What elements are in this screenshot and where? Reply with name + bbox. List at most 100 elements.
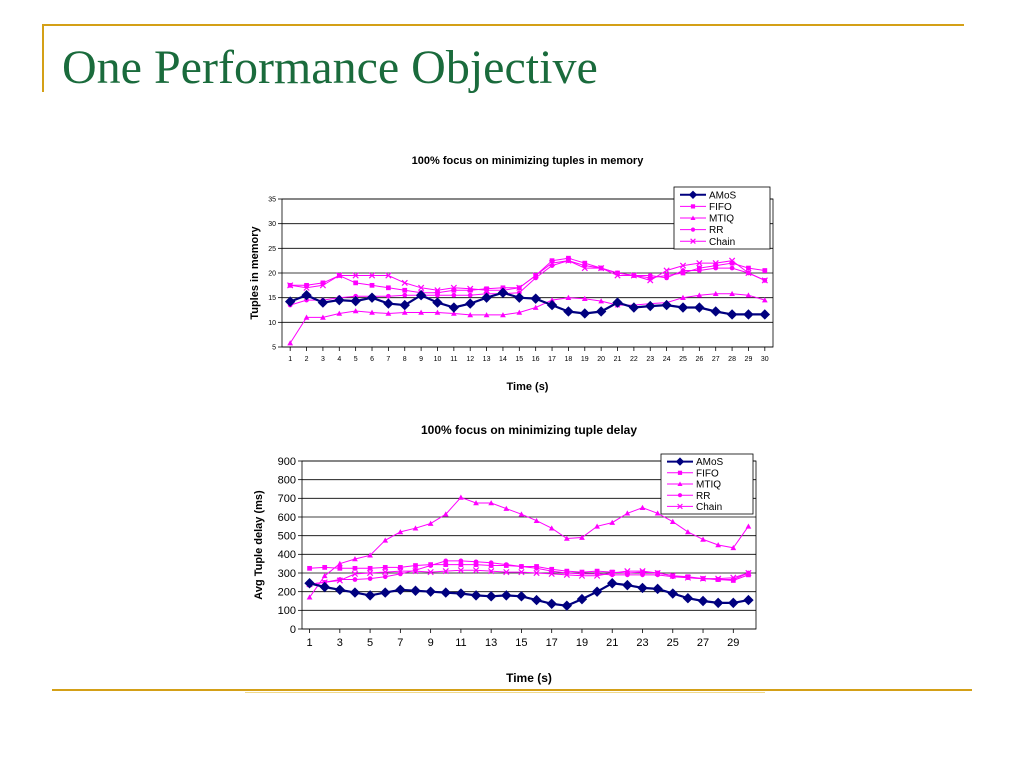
point-amos: [682, 592, 694, 604]
point-amos: [661, 299, 672, 311]
point-mtiq: [336, 310, 343, 316]
chart-tuple-delay: 100% focus on minimizing tuple delay 0 100…: [253, 423, 757, 685]
point-rr: [647, 273, 653, 278]
point-fifo: [549, 258, 555, 264]
x-axis-label: Time (s): [506, 671, 552, 685]
point-rr: [473, 559, 479, 565]
point-mtiq: [401, 309, 408, 315]
point-chain: [351, 570, 359, 578]
point-chain: [368, 272, 376, 279]
legend-marker-mtiq: [690, 215, 696, 221]
y-tick-label: 25: [268, 246, 276, 253]
point-amos: [694, 302, 705, 313]
point-mtiq: [696, 292, 703, 298]
point-amos: [485, 591, 497, 602]
point-amos: [366, 292, 378, 303]
point-amos: [726, 309, 738, 320]
point-fifo: [680, 270, 686, 276]
series-chain: [306, 567, 752, 588]
point-fifo: [640, 569, 645, 575]
point-chain: [533, 569, 540, 577]
point-mtiq: [306, 594, 313, 600]
point-fifo: [664, 273, 669, 278]
y-tick-label: 35: [268, 196, 276, 203]
x-tick-label: 10: [434, 356, 442, 363]
point-fifo: [484, 286, 489, 292]
point-mtiq: [518, 511, 525, 517]
point-chain: [450, 284, 457, 291]
point-rr: [696, 268, 702, 273]
point-chain: [578, 572, 586, 579]
point-fifo: [443, 562, 449, 567]
point-fifo: [352, 565, 358, 571]
point-chain: [336, 577, 343, 584]
point-fifo: [337, 565, 343, 571]
point-amos: [607, 578, 618, 589]
point-amos: [301, 289, 312, 301]
point-rr: [382, 574, 388, 580]
point-chain: [654, 569, 661, 577]
point-amos: [425, 586, 436, 597]
x-tick-label: 18: [565, 356, 573, 363]
point-fifo: [304, 282, 309, 288]
point-rr: [467, 292, 473, 298]
point-mtiq: [467, 312, 474, 318]
point-fifo: [746, 265, 751, 271]
y-tick-label: 20: [268, 270, 276, 277]
point-amos: [546, 598, 557, 610]
point-amos: [395, 584, 406, 596]
point-chain: [761, 277, 768, 284]
point-amos: [652, 583, 663, 595]
point-rr: [713, 265, 719, 271]
point-amos: [410, 585, 421, 596]
point-chain: [565, 257, 572, 264]
legend-label-chain: Chain: [696, 502, 722, 513]
point-chain: [745, 269, 752, 277]
x-tick-label: 25: [679, 356, 687, 363]
legend-label-rr: RR: [709, 225, 723, 236]
point-amos: [595, 306, 607, 317]
point-rr: [458, 558, 464, 564]
point-fifo: [762, 268, 768, 273]
x-tick-label: 20: [597, 356, 605, 363]
x-tick-label: 11: [450, 356, 457, 363]
point-mtiq: [532, 304, 539, 310]
point-chain: [385, 272, 392, 279]
point-rr: [625, 572, 630, 578]
point-mtiq: [427, 520, 434, 526]
x-tick-label: 22: [630, 356, 638, 363]
point-chain: [518, 568, 525, 576]
point-chain: [434, 287, 441, 294]
x-tick-label: 13: [485, 637, 497, 649]
point-mtiq: [761, 297, 768, 303]
point-mtiq: [287, 340, 294, 346]
point-mtiq: [685, 529, 691, 535]
point-mtiq: [654, 510, 661, 516]
legend-marker-chain: [677, 503, 683, 510]
point-amos: [349, 587, 361, 598]
point-chain: [397, 568, 404, 575]
point-chain: [728, 257, 736, 264]
point-mtiq: [700, 536, 706, 542]
series-line-amos: [309, 582, 749, 607]
point-fifo: [307, 565, 312, 571]
point-chain: [669, 572, 676, 579]
x-tick-label: 7: [397, 637, 403, 649]
point-fifo: [435, 290, 440, 296]
point-amos: [284, 296, 296, 307]
y-tick-label: 700: [278, 493, 296, 505]
point-rr: [451, 292, 457, 298]
legend-marker-amos: [688, 190, 698, 200]
point-amos: [334, 584, 346, 596]
point-mtiq: [548, 525, 555, 531]
point-rr: [488, 560, 494, 566]
point-mtiq: [450, 310, 457, 316]
point-chain: [412, 568, 419, 575]
point-amos: [465, 298, 476, 309]
footer-rule-highlight: [245, 692, 765, 693]
point-rr: [534, 565, 539, 571]
legend-marker-chain: [690, 238, 696, 245]
point-chain: [630, 272, 638, 279]
point-chain: [639, 568, 646, 575]
